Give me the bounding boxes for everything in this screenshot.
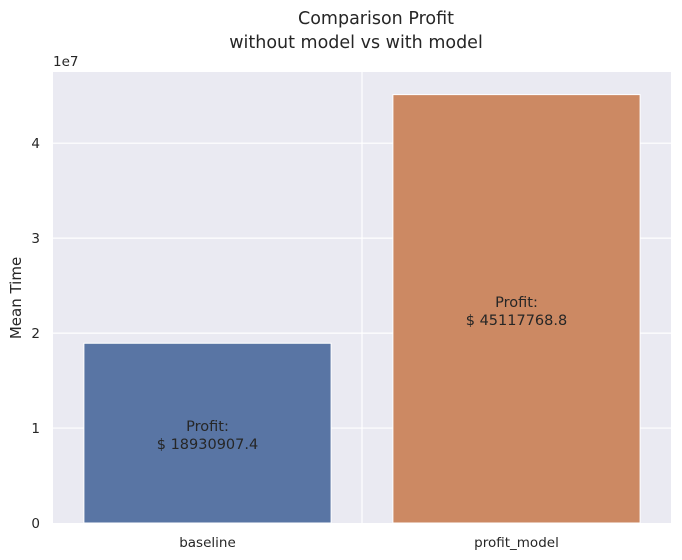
y-tick-label: 3 (31, 231, 40, 247)
y-offset-label: 1e7 (53, 54, 78, 70)
y-axis-label: Mean Time (7, 257, 25, 339)
y-tick-label: 4 (31, 136, 40, 152)
chart-title-line-1: Comparison Profit (298, 9, 454, 29)
bar-annotation-value: $ 18930907.4 (157, 437, 258, 453)
x-tick-label: baseline (179, 535, 236, 551)
bar-annotation-label: Profit: (495, 295, 538, 311)
x-tick-label: profit_model (474, 535, 559, 551)
bar-annotations: Profit: $ 18930907.4 Profit: $ 45117768.8 (157, 295, 567, 453)
y-tick-label: 2 (31, 326, 40, 342)
bar-profit_model (392, 94, 641, 524)
bar-annotation-value: $ 45117768.8 (466, 313, 567, 329)
bar-annotation-label: Profit: (186, 419, 229, 435)
y-tick-label: 0 (31, 516, 40, 532)
bar-baseline (83, 342, 332, 524)
y-tick-label: 1 (31, 421, 40, 437)
bars (83, 94, 641, 524)
x-tick-labels: baseline profit_model (179, 535, 559, 551)
chart-title-line-2: without model vs with model (229, 33, 483, 53)
y-tick-labels: 0 1 2 3 4 (31, 136, 40, 532)
